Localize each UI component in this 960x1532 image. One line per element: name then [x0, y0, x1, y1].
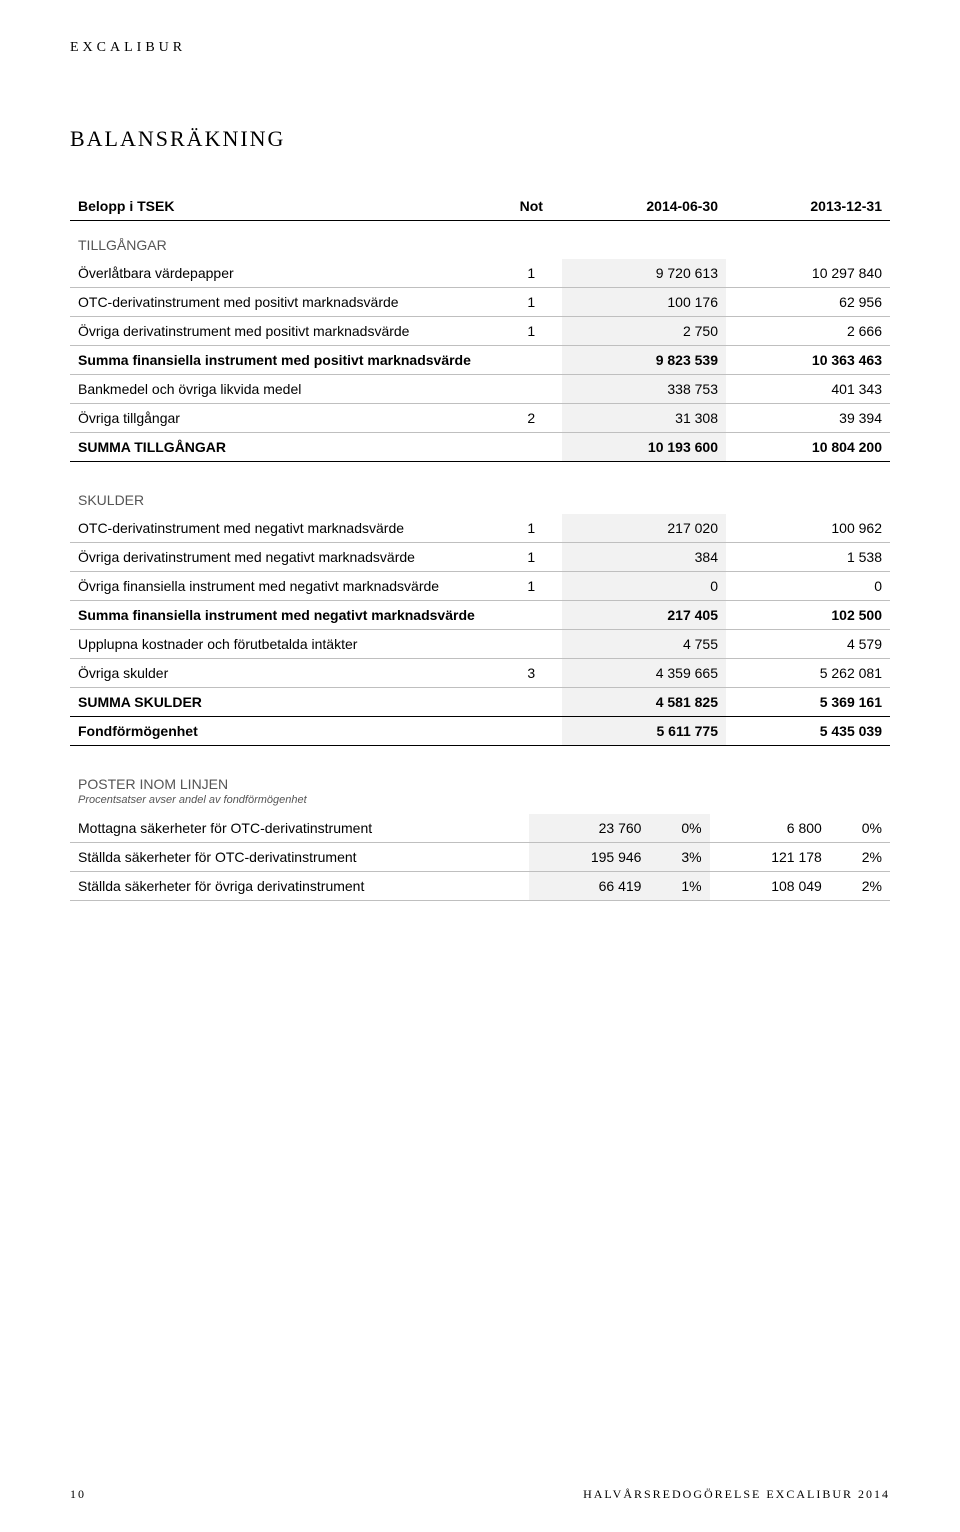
- table-row: Överlåtbara värdepapper 1 9 720 613 10 2…: [70, 259, 890, 288]
- table-row-summa-tillgangar: SUMMA TILLGÅNGAR 10 193 600 10 804 200: [70, 433, 890, 462]
- table-row-summa-skulder: SUMMA SKULDER 4 581 825 5 369 161: [70, 688, 890, 717]
- page-footer: 10 HALVÅRSREDOGÖRELSE EXCALIBUR 2014: [70, 1487, 890, 1502]
- table-row: Ställda säkerheter för övriga derivatins…: [70, 872, 890, 901]
- poster-table: Mottagna säkerheter för OTC-derivatinstr…: [70, 814, 890, 901]
- table-row: Upplupna kostnader och förutbetalda intä…: [70, 630, 890, 659]
- table-row: Summa finansiella instrument med positiv…: [70, 346, 890, 375]
- table-row: Övriga derivatinstrument med positivt ma…: [70, 317, 890, 346]
- table-row: OTC-derivatinstrument med negativt markn…: [70, 514, 890, 543]
- table-row: Bankmedel och övriga likvida medel 338 7…: [70, 375, 890, 404]
- th-belopp: Belopp i TSEK: [70, 192, 501, 221]
- table-row: Mottagna säkerheter för OTC-derivatinstr…: [70, 814, 890, 843]
- th-date1: 2014-06-30: [562, 192, 726, 221]
- table-row: Övriga skulder 3 4 359 665 5 262 081: [70, 659, 890, 688]
- table-row: Övriga tillgångar 2 31 308 39 394: [70, 404, 890, 433]
- page-title: BALANSRÄKNING: [70, 126, 890, 152]
- th-date2: 2013-12-31: [726, 192, 890, 221]
- document-header: EXCALIBUR: [70, 40, 890, 56]
- page-number: 10: [70, 1487, 86, 1502]
- table-row: Övriga finansiella instrument med negati…: [70, 572, 890, 601]
- table-row: OTC-derivatinstrument med positivt markn…: [70, 288, 890, 317]
- table-row-fondformogenhet: Fondförmögenhet 5 611 775 5 435 039: [70, 717, 890, 746]
- poster-title: POSTER INOM LINJEN: [70, 776, 890, 792]
- footer-right: HALVÅRSREDOGÖRELSE EXCALIBUR 2014: [583, 1487, 890, 1502]
- table-row: Summa finansiella instrument med negativ…: [70, 601, 890, 630]
- table-row: Övriga derivatinstrument med negativt ma…: [70, 543, 890, 572]
- table-row: Ställda säkerheter för OTC-derivatinstru…: [70, 843, 890, 872]
- section-tillgangar: TILLGÅNGAR: [70, 221, 890, 260]
- section-skulder: SKULDER: [70, 462, 890, 515]
- th-not: Not: [501, 192, 563, 221]
- poster-subtitle: Procentsatser avser andel av fondförmöge…: [70, 792, 890, 814]
- balance-table: Belopp i TSEK Not 2014-06-30 2013-12-31 …: [70, 192, 890, 746]
